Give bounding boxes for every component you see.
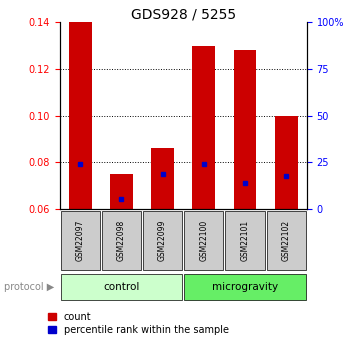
Bar [110,174,133,209]
FancyBboxPatch shape [102,211,141,270]
Bar [275,116,297,209]
Text: GSM22102: GSM22102 [282,220,291,261]
Text: GSM22098: GSM22098 [117,220,126,261]
Text: GSM22101: GSM22101 [240,220,249,261]
Text: protocol ▶: protocol ▶ [4,282,54,292]
FancyBboxPatch shape [143,211,182,270]
Text: GSM22100: GSM22100 [199,220,208,261]
Bar [69,22,91,209]
Bar [151,148,174,209]
FancyBboxPatch shape [61,274,182,300]
Text: GSM22097: GSM22097 [76,220,85,261]
Bar [234,50,256,209]
Text: microgravity: microgravity [212,282,278,292]
Text: GSM22099: GSM22099 [158,220,167,261]
FancyBboxPatch shape [226,211,265,270]
Bar [192,46,215,209]
FancyBboxPatch shape [267,211,306,270]
Title: GDS928 / 5255: GDS928 / 5255 [131,7,236,21]
FancyBboxPatch shape [184,274,306,300]
FancyBboxPatch shape [184,211,223,270]
Text: control: control [103,282,140,292]
FancyBboxPatch shape [61,211,100,270]
Legend: count, percentile rank within the sample: count, percentile rank within the sample [48,312,229,335]
